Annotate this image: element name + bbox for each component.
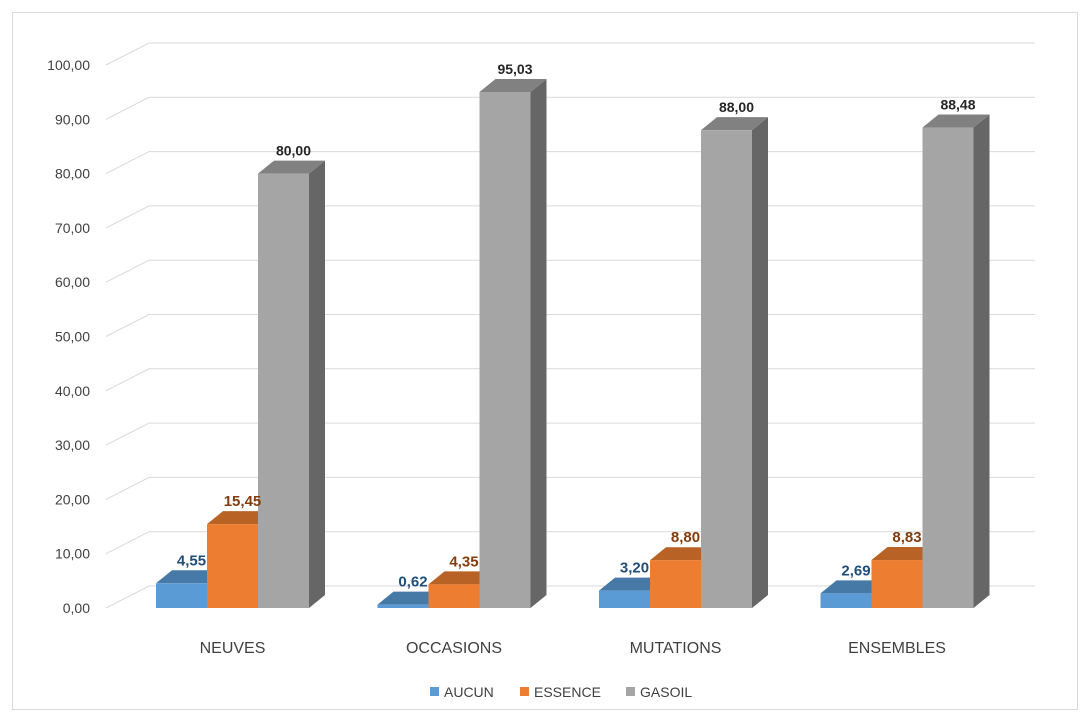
svg-text:AUCUN: AUCUN (444, 684, 494, 700)
y-tick-label: 60,00 (55, 274, 90, 290)
legend: AUCUN ESSENCE GASOIL (430, 684, 692, 700)
legend-item-aucun: AUCUN (430, 684, 494, 700)
y-tick-label: 20,00 (55, 491, 90, 507)
category-label: NEUVES (200, 640, 266, 657)
bar-gasoil-occasions (479, 78, 547, 608)
data-label: 8,83 (892, 529, 921, 546)
svg-text:GASOIL: GASOIL (640, 684, 692, 700)
y-tick-label: 10,00 (55, 546, 90, 562)
data-label: 88,48 (940, 97, 975, 113)
y-tick-label: 90,00 (55, 111, 90, 127)
gridline (105, 259, 1035, 283)
gridline (105, 314, 1035, 337)
svg-text:ESSENCE: ESSENCE (534, 684, 601, 700)
y-tick-label: 30,00 (55, 437, 90, 453)
gridline (105, 151, 1035, 175)
data-label: 8,80 (671, 529, 700, 546)
bar-gasoil-mutations (701, 117, 768, 608)
data-label: 15,45 (224, 493, 262, 510)
gridline (105, 422, 1035, 446)
category-label: ENSEMBLES (848, 640, 946, 657)
data-label: 4,55 (177, 552, 206, 569)
y-tick-label: 40,00 (55, 383, 90, 399)
gridline (105, 42, 1035, 66)
y-tick-label: 70,00 (55, 220, 90, 236)
y-axis-ticks: 0,00 10,00 20,00 30,00 40,00 50,00 60,00 70,00 8… (47, 57, 90, 616)
gridline (105, 96, 1035, 120)
data-label: 2,69 (841, 562, 870, 579)
bars (156, 78, 990, 609)
data-label: 0,62 (398, 574, 427, 591)
gridline (105, 368, 1035, 392)
data-label: 4,35 (449, 553, 478, 570)
y-tick-label: 80,00 (55, 166, 90, 182)
legend-item-gasoil: GASOIL (626, 684, 692, 700)
bar-gasoil-neuves (258, 160, 325, 608)
data-label: 80,00 (276, 143, 311, 159)
data-label: 3,20 (620, 560, 649, 577)
data-label: 95,03 (497, 61, 532, 77)
y-tick-label: 0,00 (63, 600, 90, 616)
data-label: 88,00 (719, 99, 754, 115)
x-axis-categories: NEUVES OCCASIONS MUTATIONS ENSEMBLES (200, 640, 946, 657)
data-labels: 4,55 15,45 80,00 0,62 4,35 95,03 3,20 8,80 88,00… (177, 61, 976, 591)
bar-gasoil-ensembles (922, 114, 990, 609)
y-tick-label: 50,00 (55, 329, 90, 345)
category-label: OCCASIONS (406, 640, 502, 657)
legend-item-essence: ESSENCE (520, 684, 601, 700)
y-tick-label: 100,00 (47, 57, 90, 73)
category-label: MUTATIONS (630, 640, 722, 657)
gridline (105, 205, 1035, 229)
